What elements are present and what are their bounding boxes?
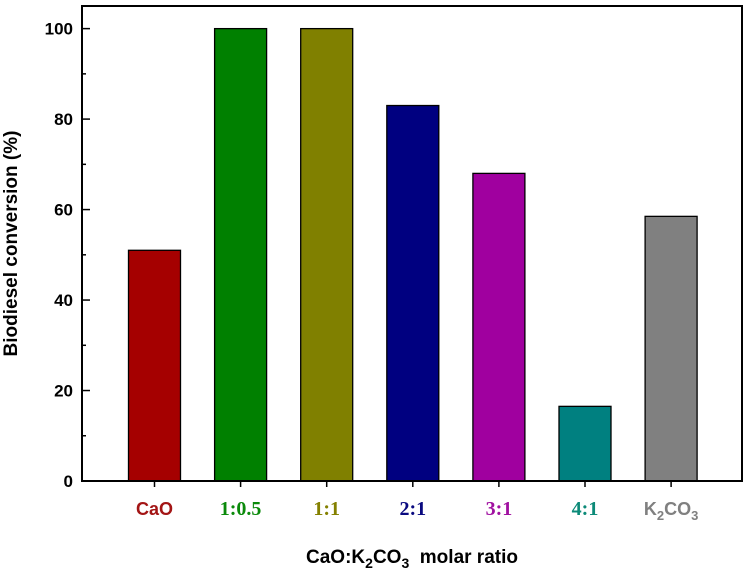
x-tick-label: K2CO3 (644, 499, 698, 523)
y-axis-ticks: 0 20 40 60 80 100 (45, 20, 90, 491)
bar-1-0-5 (213, 27, 268, 482)
x-tick-label: 3:1 (486, 498, 513, 520)
bar-1-1 (300, 27, 354, 482)
y-tick-label: 20 (54, 382, 73, 401)
x-axis-title: CaO:K2CO3 molar ratio (306, 547, 518, 571)
y-tick-label: 100 (45, 20, 73, 39)
y-axis-title: Biodiesel conversion (%) (1, 131, 22, 357)
bar-4-1 (558, 405, 612, 482)
plot-area: 0 20 40 60 80 100 CaO 1:0.5 1:1 2:1 3:1 4:1 K2CO3 (45, 5, 743, 523)
y-tick-label: 80 (54, 110, 73, 129)
x-tick-label: 1:1 (313, 498, 340, 520)
bar-k2co3 (644, 215, 698, 482)
y-tick-label: 40 (54, 291, 73, 310)
y-tick-label: 60 (54, 201, 73, 220)
bar-cao (127, 249, 182, 482)
x-tick-label: 4:1 (572, 498, 599, 520)
bar-2-1 (386, 104, 440, 482)
x-tick-label: 2:1 (399, 498, 426, 520)
y-tick-label: 0 (64, 472, 73, 491)
x-tick-label: CaO (136, 499, 173, 519)
bar-3-1 (472, 172, 526, 482)
x-axis-ticks: CaO 1:0.5 1:1 2:1 3:1 4:1 K2CO3 (136, 481, 698, 523)
bars-group (127, 27, 698, 482)
axes-frame (81, 5, 743, 482)
x-tick-label: 1:0.5 (220, 498, 262, 520)
